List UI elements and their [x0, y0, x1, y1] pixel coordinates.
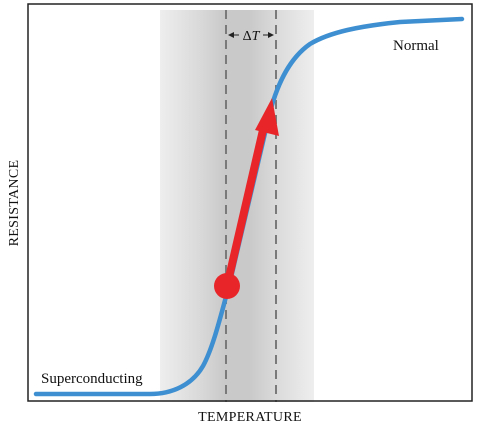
delta-t-label: ΔT: [243, 29, 261, 44]
normal-label: Normal: [393, 38, 439, 54]
delta-t-bracket: [228, 32, 274, 38]
x-axis-title: TEMPERATURE: [198, 410, 302, 425]
superconducting-label: Superconducting: [41, 371, 143, 387]
y-axis-title: RESISTANCE: [7, 160, 22, 247]
start-marker-icon: [214, 273, 240, 299]
arrow-head-icon: [255, 98, 279, 136]
plot-frame: [27, 3, 473, 402]
transition-band: [160, 10, 314, 402]
transition-arrow-shaft: [223, 129, 267, 287]
